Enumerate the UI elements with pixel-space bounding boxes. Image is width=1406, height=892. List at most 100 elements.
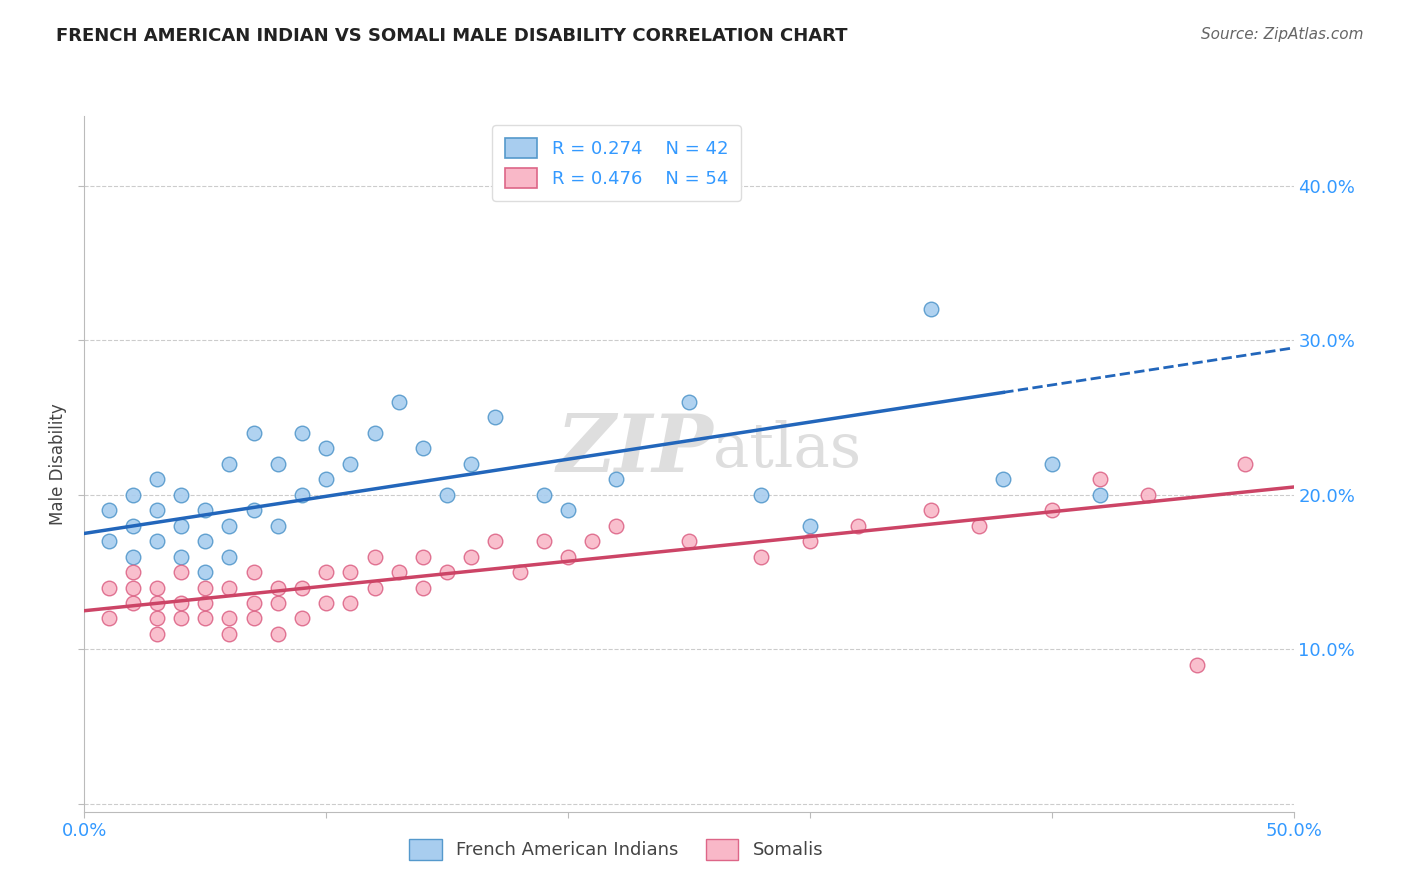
- Point: [194, 503, 217, 517]
- Point: [557, 549, 579, 564]
- Point: [315, 472, 337, 486]
- Point: [218, 549, 240, 564]
- Point: [460, 549, 482, 564]
- Point: [509, 565, 531, 579]
- Point: [218, 457, 240, 471]
- Point: [967, 518, 990, 533]
- Point: [291, 425, 314, 440]
- Point: [97, 581, 120, 595]
- Point: [194, 596, 217, 610]
- Point: [121, 549, 143, 564]
- Point: [581, 534, 603, 549]
- Point: [605, 472, 627, 486]
- Point: [846, 518, 869, 533]
- Point: [121, 518, 143, 533]
- Point: [218, 627, 240, 641]
- Point: [1234, 457, 1257, 471]
- Point: [1185, 657, 1208, 672]
- Point: [267, 518, 290, 533]
- Point: [1088, 472, 1111, 486]
- Point: [605, 518, 627, 533]
- Point: [484, 534, 506, 549]
- Point: [363, 549, 385, 564]
- Point: [194, 534, 217, 549]
- Point: [218, 581, 240, 595]
- Point: [388, 565, 411, 579]
- Point: [146, 627, 169, 641]
- Text: atlas: atlas: [713, 420, 862, 480]
- Point: [315, 565, 337, 579]
- Point: [920, 503, 942, 517]
- Point: [557, 503, 579, 517]
- Point: [339, 596, 361, 610]
- Point: [1137, 488, 1160, 502]
- Point: [146, 581, 169, 595]
- Text: ZIP: ZIP: [557, 411, 713, 489]
- Point: [993, 472, 1015, 486]
- Point: [218, 518, 240, 533]
- Point: [436, 565, 458, 579]
- Point: [412, 549, 434, 564]
- Point: [146, 534, 169, 549]
- Point: [97, 534, 120, 549]
- Legend: French American Indians, Somalis: French American Indians, Somalis: [396, 826, 837, 872]
- Point: [170, 549, 193, 564]
- Point: [751, 549, 773, 564]
- Point: [170, 518, 193, 533]
- Point: [291, 488, 314, 502]
- Point: [121, 488, 143, 502]
- Point: [339, 457, 361, 471]
- Point: [267, 627, 290, 641]
- Point: [194, 565, 217, 579]
- Point: [533, 534, 555, 549]
- Point: [97, 611, 120, 625]
- Text: Source: ZipAtlas.com: Source: ZipAtlas.com: [1201, 27, 1364, 42]
- Point: [242, 611, 264, 625]
- Point: [291, 581, 314, 595]
- Point: [170, 596, 193, 610]
- Point: [1088, 488, 1111, 502]
- Point: [678, 534, 700, 549]
- Point: [242, 596, 264, 610]
- Point: [412, 581, 434, 595]
- Point: [121, 596, 143, 610]
- Point: [242, 503, 264, 517]
- Point: [363, 581, 385, 595]
- Point: [242, 425, 264, 440]
- Point: [799, 518, 821, 533]
- Point: [267, 581, 290, 595]
- Point: [194, 581, 217, 595]
- Point: [339, 565, 361, 579]
- Point: [170, 488, 193, 502]
- Y-axis label: Male Disability: Male Disability: [49, 403, 67, 524]
- Point: [751, 488, 773, 502]
- Text: FRENCH AMERICAN INDIAN VS SOMALI MALE DISABILITY CORRELATION CHART: FRENCH AMERICAN INDIAN VS SOMALI MALE DI…: [56, 27, 848, 45]
- Point: [533, 488, 555, 502]
- Point: [267, 596, 290, 610]
- Point: [291, 611, 314, 625]
- Point: [267, 457, 290, 471]
- Point: [363, 425, 385, 440]
- Point: [97, 503, 120, 517]
- Point: [460, 457, 482, 471]
- Point: [315, 596, 337, 610]
- Point: [146, 596, 169, 610]
- Point: [436, 488, 458, 502]
- Point: [315, 442, 337, 456]
- Point: [799, 534, 821, 549]
- Point: [146, 472, 169, 486]
- Point: [170, 565, 193, 579]
- Point: [121, 565, 143, 579]
- Point: [678, 395, 700, 409]
- Point: [1040, 457, 1063, 471]
- Point: [242, 565, 264, 579]
- Point: [218, 611, 240, 625]
- Point: [1040, 503, 1063, 517]
- Point: [194, 611, 217, 625]
- Point: [121, 581, 143, 595]
- Point: [412, 442, 434, 456]
- Point: [146, 611, 169, 625]
- Point: [146, 503, 169, 517]
- Point: [484, 410, 506, 425]
- Point: [388, 395, 411, 409]
